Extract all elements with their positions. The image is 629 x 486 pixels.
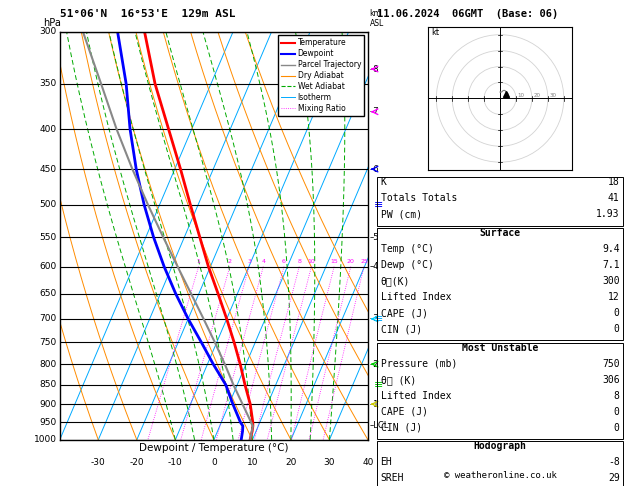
Text: 350: 350 [40,79,57,88]
Text: CIN (J): CIN (J) [381,324,421,334]
Text: –2: –2 [369,360,379,369]
Text: 900: 900 [40,399,57,409]
Text: 0: 0 [614,324,620,334]
Text: 12: 12 [608,292,620,302]
Text: 1.93: 1.93 [596,209,620,220]
Text: –5: –5 [369,233,379,242]
Text: 41: 41 [608,193,620,204]
Text: K: K [381,177,386,188]
Text: Lifted Index: Lifted Index [381,391,451,401]
Text: EH: EH [381,457,392,468]
Text: Temp (°C): Temp (°C) [381,244,433,254]
Text: Hodograph: Hodograph [474,441,526,451]
Text: 600: 600 [40,262,57,271]
Text: 2: 2 [228,259,232,264]
Text: km
ASL: km ASL [369,9,384,28]
Text: 0: 0 [614,407,620,417]
Text: 750: 750 [40,338,57,347]
Text: 15: 15 [330,259,338,264]
Text: 400: 400 [40,124,57,134]
Text: 650: 650 [40,289,57,298]
Text: 11.06.2024  06GMT  (Base: 06): 11.06.2024 06GMT (Base: 06) [377,9,559,19]
Text: Totals Totals: Totals Totals [381,193,457,204]
Text: –6: –6 [369,165,379,174]
Text: 7.1: 7.1 [602,260,620,270]
Text: 20: 20 [285,458,297,467]
Text: 0: 0 [614,423,620,433]
Text: Pressure (mb): Pressure (mb) [381,359,457,369]
Text: ≡: ≡ [374,314,384,324]
Text: 6: 6 [282,259,286,264]
Text: 500: 500 [40,200,57,209]
Text: © weatheronline.co.uk: © weatheronline.co.uk [443,471,557,480]
Text: Lifted Index: Lifted Index [381,292,451,302]
Text: 20: 20 [347,259,355,264]
Text: 850: 850 [40,380,57,389]
Legend: Temperature, Dewpoint, Parcel Trajectory, Dry Adiabat, Wet Adiabat, Isotherm, Mi: Temperature, Dewpoint, Parcel Trajectory… [278,35,364,116]
Text: CIN (J): CIN (J) [381,423,421,433]
Text: 950: 950 [40,418,57,427]
Text: 450: 450 [40,165,57,174]
Text: 20: 20 [533,93,540,98]
Text: PW (cm): PW (cm) [381,209,421,220]
Text: 9.4: 9.4 [602,244,620,254]
Text: 1000: 1000 [34,435,57,444]
Text: kt: kt [431,28,440,37]
Text: –4: –4 [369,262,379,271]
Text: 1: 1 [197,259,201,264]
Text: –8: –8 [369,65,379,73]
Text: CAPE (J): CAPE (J) [381,407,428,417]
Text: 3: 3 [247,259,251,264]
Text: 700: 700 [40,314,57,323]
X-axis label: Dewpoint / Temperature (°C): Dewpoint / Temperature (°C) [139,443,289,452]
Text: ≡: ≡ [374,380,384,390]
Text: 750: 750 [602,359,620,369]
Text: -30: -30 [91,458,106,467]
Text: 10: 10 [518,93,525,98]
Text: Dewp (°C): Dewp (°C) [381,260,433,270]
Text: –7: –7 [369,107,379,116]
Text: θᴇ(K): θᴇ(K) [381,276,410,286]
Text: 10: 10 [308,259,315,264]
Text: 30: 30 [550,93,557,98]
Text: Surface: Surface [479,228,521,238]
Text: θᴇ (K): θᴇ (K) [381,375,416,385]
Text: 0: 0 [211,458,217,467]
Text: 10: 10 [247,458,258,467]
Text: 300: 300 [602,276,620,286]
Text: 30: 30 [324,458,335,467]
Text: 25: 25 [360,259,368,264]
Text: 300: 300 [40,27,57,36]
Text: 29: 29 [608,473,620,484]
Text: 51°06'N  16°53'E  129m ASL: 51°06'N 16°53'E 129m ASL [60,9,235,19]
Text: 306: 306 [602,375,620,385]
Text: SREH: SREH [381,473,404,484]
Text: CAPE (J): CAPE (J) [381,308,428,318]
Text: 40: 40 [362,458,374,467]
Text: 4: 4 [261,259,265,264]
Text: 550: 550 [40,233,57,242]
Text: –3: –3 [369,314,379,323]
Text: 8: 8 [614,391,620,401]
Text: 18: 18 [608,177,620,188]
Text: ≡: ≡ [374,200,384,210]
Text: –1: –1 [369,399,379,409]
Text: Most Unstable: Most Unstable [462,343,538,353]
Text: –LCL: –LCL [369,421,389,431]
Text: -10: -10 [168,458,182,467]
Text: 8: 8 [298,259,301,264]
Text: 0: 0 [614,308,620,318]
Text: -20: -20 [130,458,144,467]
Text: -8: -8 [608,457,620,468]
Text: hPa: hPa [43,17,60,28]
Text: 800: 800 [40,360,57,369]
